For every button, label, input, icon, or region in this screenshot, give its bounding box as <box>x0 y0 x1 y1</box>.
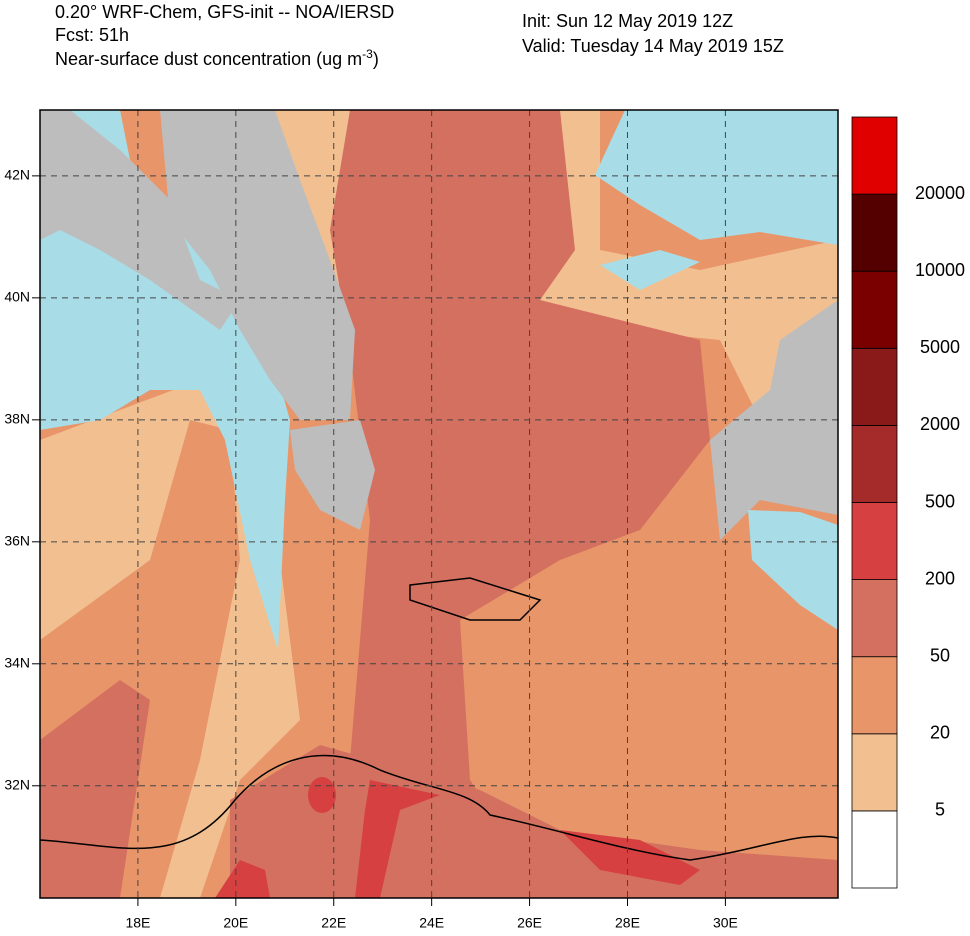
colorbar-label: 2000 <box>920 414 960 434</box>
colorbar-label: 500 <box>925 491 955 511</box>
x-tick-label: 30E <box>713 915 738 931</box>
crete-outline <box>409 577 542 621</box>
field-red <box>215 860 270 898</box>
field-light <box>540 110 838 420</box>
x-tick-label: 24E <box>419 915 444 931</box>
field-red <box>560 830 700 885</box>
map-field <box>40 110 838 898</box>
y-tick-label: 34N <box>4 654 30 670</box>
map-frame <box>39 109 839 899</box>
x-tick-label: 18E <box>125 915 150 931</box>
colorbar-label: 200 <box>925 568 955 588</box>
colorbar-label: 20000 <box>915 183 965 203</box>
colorbar-box <box>851 502 898 580</box>
colorbar-label: 5000 <box>920 337 960 357</box>
x-tick-label: 20E <box>223 915 248 931</box>
variable-line: Near-surface dust concentration (ug m-3) <box>55 47 379 69</box>
field-red <box>308 777 336 813</box>
colorbar-box <box>851 733 898 812</box>
valid-time: Valid: Tuesday 14 May 2019 15Z <box>522 36 784 56</box>
colorbar-label: 50 <box>930 645 950 665</box>
sea <box>600 250 700 290</box>
colorbar-box <box>851 579 898 658</box>
colorbar-box <box>851 424 898 503</box>
colorbar-box <box>851 810 898 889</box>
y-tick-label: 42N <box>4 167 30 183</box>
graticule: 18E 20E 22E 24E 26E 28E 30E 42N 40N 38N 36N 34N 32N <box>4 110 838 931</box>
colorbar-label: 20 <box>930 723 950 743</box>
y-tick-label: 36N <box>4 533 30 549</box>
title-line: 0.20° WRF-Chem, GFS-init -- NOA/IERSD <box>55 2 394 22</box>
sea <box>748 510 838 630</box>
forecast-line: Fcst: 51h <box>55 25 129 45</box>
colorbar: 5 20 50 200 500 2000 5000 10000 20000 <box>851 116 965 889</box>
unit-exponent: -3 <box>362 47 373 61</box>
field-dark <box>40 680 150 898</box>
colorbar-label: 5 <box>935 800 945 820</box>
variable-end: ) <box>373 49 379 69</box>
init-time: Init: Sun 12 May 2019 12Z <box>522 11 733 31</box>
x-tick-label: 22E <box>321 915 346 931</box>
x-tick-label: 26E <box>517 915 542 931</box>
y-tick-label: 32N <box>4 776 30 792</box>
colorbar-box <box>851 656 898 735</box>
land <box>160 110 355 420</box>
y-tick-label: 38N <box>4 411 30 427</box>
colorbar-box <box>851 193 898 272</box>
field-dark <box>330 110 710 830</box>
colorbar-box <box>851 270 898 349</box>
field-red <box>355 780 440 898</box>
colorbar-box <box>851 347 898 426</box>
land <box>40 110 240 330</box>
y-tick-label: 40N <box>4 289 30 305</box>
colorbar-label: 10000 <box>915 260 965 280</box>
coastline <box>40 754 838 861</box>
sea <box>595 110 838 245</box>
colorbar-box <box>851 116 898 195</box>
land <box>710 300 838 540</box>
variable-text: Near-surface dust concentration (ug m <box>55 49 362 69</box>
x-tick-label: 28E <box>615 915 640 931</box>
land <box>290 420 375 530</box>
